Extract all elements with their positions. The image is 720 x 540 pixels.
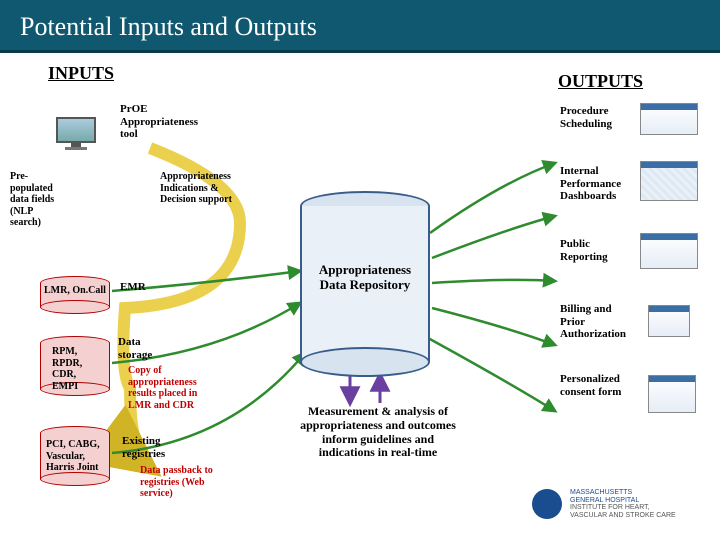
pci-label: PCI, CABG, Vascular, Harris Joint — [46, 439, 110, 474]
lmr-oncall-label: LMR, On.Call — [44, 285, 108, 297]
emr-label: EMR — [120, 281, 146, 294]
slide-title: Potential Inputs and Outputs — [20, 12, 700, 42]
proc-sched-label: Procedure Scheduling — [560, 105, 640, 130]
billing-thumb — [648, 305, 690, 337]
consent-thumb — [648, 375, 696, 413]
measurement-label: Measurement & analysis of appropriatenes… — [278, 405, 478, 460]
billing-label: Billing and Prior Authorization — [560, 303, 640, 341]
repository-label: Appropriateness Data Repository — [305, 263, 425, 293]
existing-reg-label: Existing registries — [122, 435, 182, 460]
copy-note-label: Copy of appropriateness results placed i… — [128, 365, 228, 411]
prepop-label: Pre- populated data fields (NLP search) — [10, 171, 70, 229]
appr-indications-label: Appropriateness Indications & Decision s… — [160, 171, 260, 206]
proc-sched-thumb — [640, 103, 698, 135]
title-bar: Potential Inputs and Outputs — [0, 0, 720, 53]
inputs-header: INPUTS — [48, 63, 114, 84]
dashboards-thumb — [640, 161, 698, 201]
dashboards-label: Internal Performance Dashboards — [560, 165, 640, 203]
public-rep-label: Public Reporting — [560, 238, 640, 263]
outputs-header: OUTPUTS — [558, 71, 643, 92]
passback-label: Data passback to registries (Web service… — [140, 465, 250, 500]
rpm-label: RPM, RPDR, CDR, EMPI — [52, 346, 102, 392]
monitor-icon — [54, 117, 98, 153]
diagram-canvas: INPUTS OUTPUTS PrOE Appropriateness tool… — [0, 53, 720, 533]
proe-label: PrOE Appropriateness tool — [120, 103, 220, 141]
logo-area: MASSACHUSETTSGENERAL HOSPITALINSTITUTE F… — [532, 489, 712, 527]
public-rep-thumb — [640, 233, 698, 269]
consent-label: Personalized consent form — [560, 373, 650, 398]
data-storage-label: Data storage — [118, 336, 168, 361]
